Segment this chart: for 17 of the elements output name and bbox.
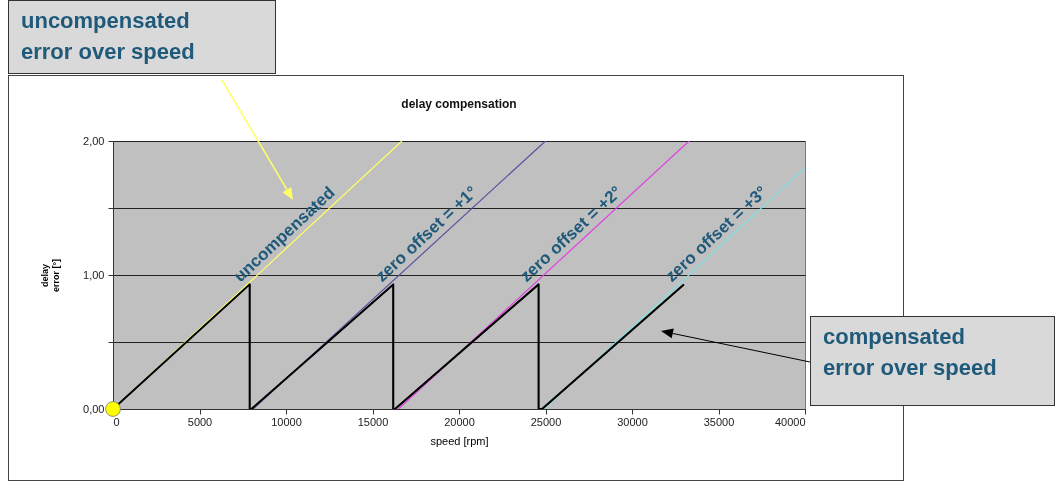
y-tick-label: 2,00 [83,134,105,147]
y-tick-label: 1,00 [83,268,105,281]
y-axis-title: delay error [°] [40,258,62,293]
y-tick-label: 0,00 [83,402,105,415]
x-tick-label: 10000 [271,415,302,428]
x-tick-label: 5000 [187,415,213,428]
x-tick-label: 15000 [357,415,389,428]
x-tick-label: 0 [113,415,120,428]
text: uncompensated error over speed [21,7,196,66]
x-tick-label: 35000 [703,415,735,428]
x-tick-label: 30000 [617,415,648,428]
x-tick-label: 25000 [530,415,562,428]
chart-title: delay compensation [401,97,517,111]
x-tick-label: 20000 [444,415,475,428]
x-axis-title: speed [rpm] [430,434,489,447]
x-tick-label: 40000 [774,415,806,428]
text: compensated error over speed [823,323,998,382]
